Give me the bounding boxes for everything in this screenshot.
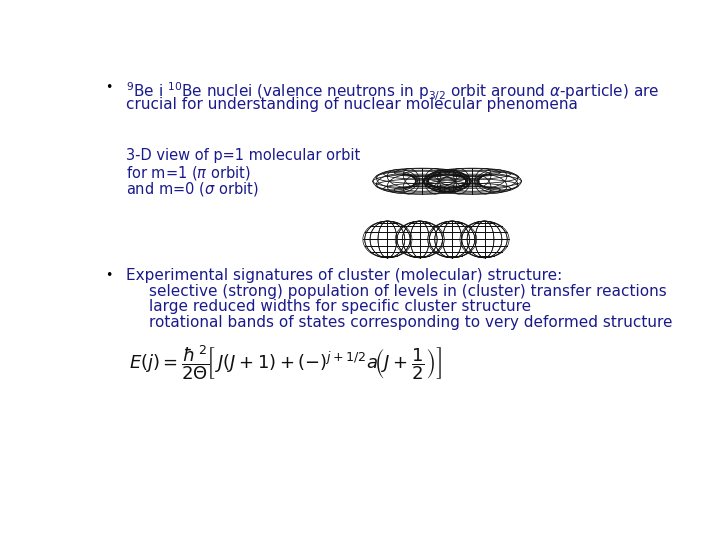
Text: crucial for understanding of nuclear molecular phenomena: crucial for understanding of nuclear mol… [126, 97, 578, 112]
Text: Experimental signatures of cluster (molecular) structure:: Experimental signatures of cluster (mole… [126, 268, 562, 283]
Text: $E(j) = \dfrac{\hbar^{\,2}}{2\Theta}\!\left[\,J(J+1)+(-)^{j+1/2}a\!\left(J+\dfra: $E(j) = \dfrac{\hbar^{\,2}}{2\Theta}\!\l… [129, 343, 441, 382]
Text: selective (strong) population of levels in (cluster) transfer reactions: selective (strong) population of levels … [148, 284, 666, 299]
Text: 3-D view of p=1 molecular orbit: 3-D view of p=1 molecular orbit [126, 148, 361, 163]
Text: •: • [106, 82, 113, 94]
Text: $^{9}$Be i $^{10}$Be nuclei (valence neutrons in p$_{3/2}$ orbit around $\alpha$: $^{9}$Be i $^{10}$Be nuclei (valence neu… [126, 80, 660, 103]
Text: large reduced widths for specific cluster structure: large reduced widths for specific cluste… [148, 299, 531, 314]
Text: for m=1 ($\pi$ orbit): for m=1 ($\pi$ orbit) [126, 164, 251, 182]
Text: rotational bands of states corresponding to very deformed structure: rotational bands of states corresponding… [148, 315, 672, 330]
Text: and m=0 ($\sigma$ orbit): and m=0 ($\sigma$ orbit) [126, 180, 259, 198]
Text: •: • [106, 268, 113, 281]
